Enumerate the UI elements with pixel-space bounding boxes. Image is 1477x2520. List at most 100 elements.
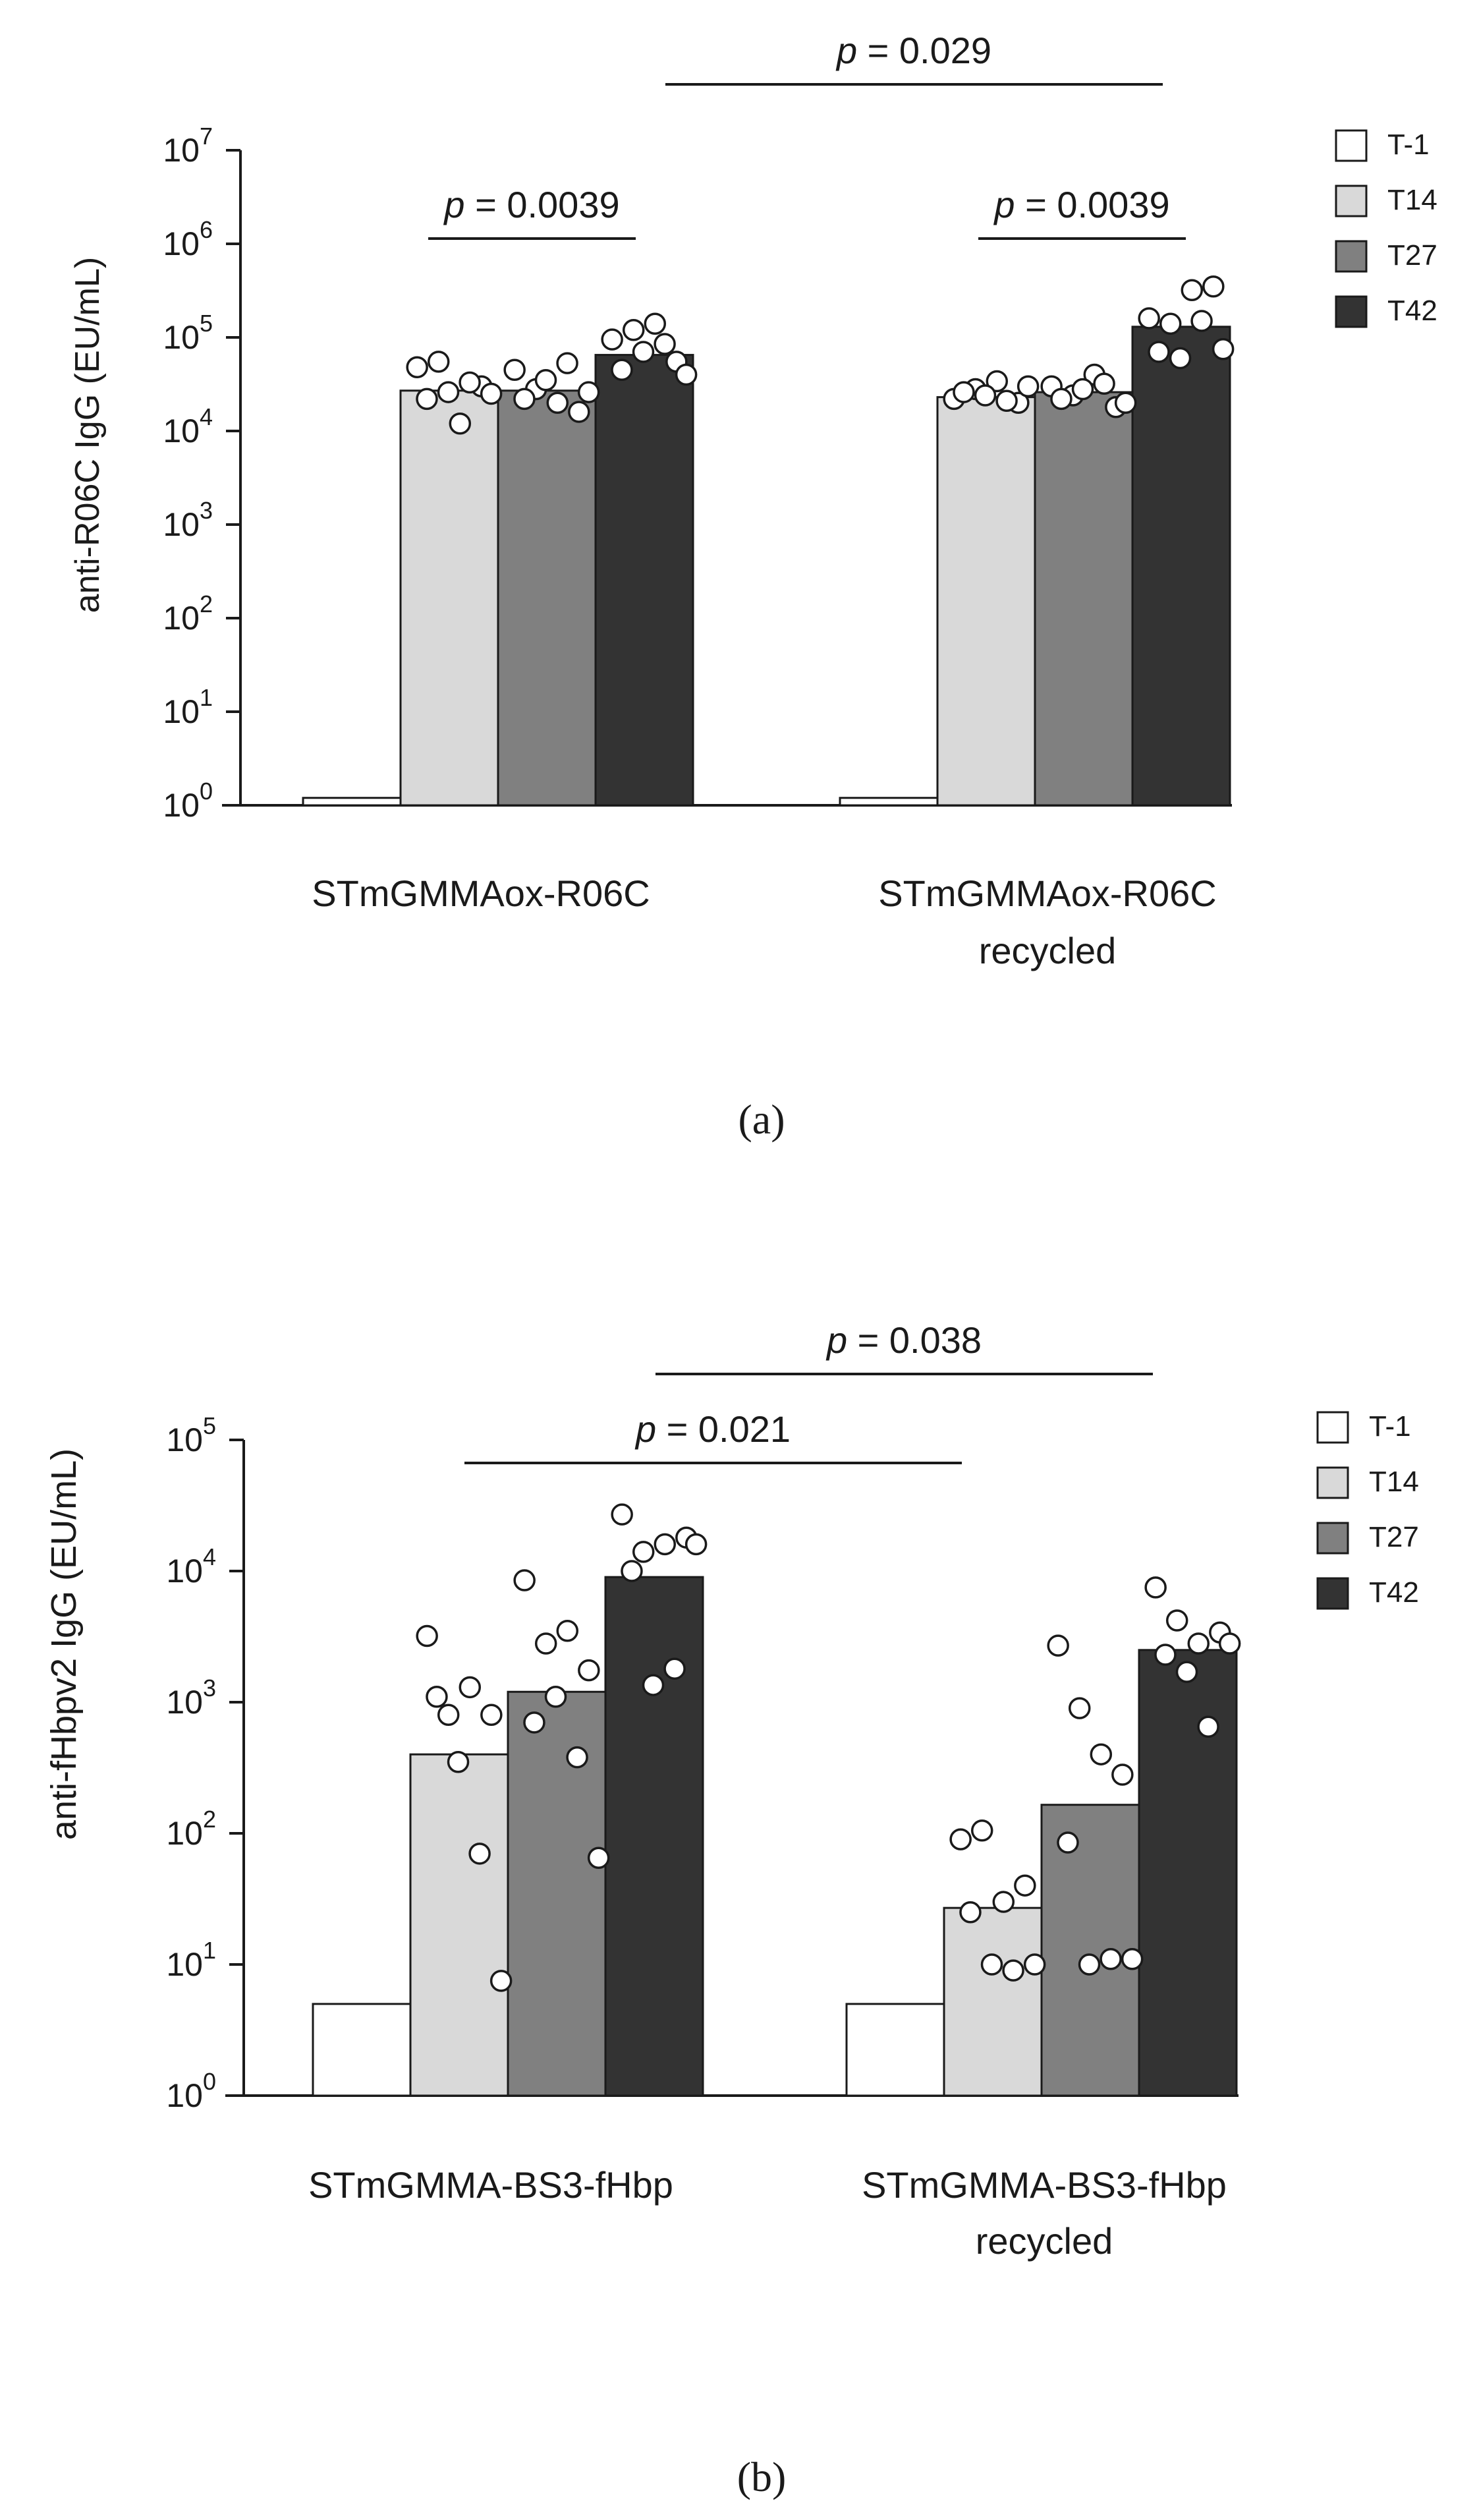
panel-b-data-point-t42 [1154, 1644, 1177, 1666]
panel-b-data-point-t14 [1023, 1953, 1046, 1976]
panel-a-data-point-t27 [503, 358, 526, 381]
panel-b-group-label-2-line-2: recycled [976, 2220, 1113, 2262]
panel-b-data-point-t42 [1144, 1576, 1167, 1599]
panel-b-data-point-t14 [468, 1843, 491, 1865]
panel-b-bar-t42-group-1 [604, 1576, 704, 2097]
panel-a-bar-t42-group-1 [594, 354, 694, 807]
panel-b-data-point-t27 [544, 1686, 567, 1708]
panel-a-data-point-t42 [1181, 279, 1204, 302]
panel-a-bar-t14-group-1 [399, 389, 499, 807]
panel-b-y-tick-label: 100 [166, 2068, 216, 2114]
panel-b-bar-t42-group-2 [1138, 1649, 1238, 2097]
panel-a-data-point-t14 [480, 382, 503, 405]
panel-b-y-tick-label: 104 [166, 1543, 216, 1589]
panel-a-data-point-t42 [1159, 312, 1182, 335]
panel-b-data-point-t42 [621, 1560, 643, 1582]
panel-b-caption: (b) [737, 2453, 787, 2500]
panel-a-data-point-t27 [577, 381, 600, 403]
panel-b-bar-t-1-group-2 [845, 2003, 945, 2097]
panel-a-p-value-1: p = 0.0039 [443, 184, 619, 225]
panel-b-group-label-1: STmGMMA-BS3-fHbp [308, 2164, 673, 2206]
panel-b-data-point-t27 [523, 1711, 545, 1734]
panel-a-y-tick-label: 102 [163, 590, 213, 637]
panel-b-data-point-t27 [1121, 1948, 1144, 1970]
panel-b-data-point-t27 [1111, 1763, 1134, 1786]
panel-a-legend-label-t27: T27 [1387, 239, 1437, 272]
panel-b-data-point-t27 [534, 1632, 557, 1655]
panel-b-bar-t14-group-1 [409, 1753, 509, 2097]
panel-a-data-point-t14 [459, 371, 481, 394]
panel-a-bar-t42-group-2 [1131, 326, 1231, 807]
panel-a-group-label-1: STmGMMAox-R06C [312, 873, 650, 914]
panel-a-p-value-2: p = 0.0039 [993, 184, 1169, 225]
panel-a-y-tick-label: 107 [163, 123, 213, 169]
panel-b-group-label-2-line-1: STmGMMA-BS3-fHbp [862, 2164, 1227, 2206]
panel-a-bar-t-1-group-2 [839, 797, 939, 807]
panel-a-legend-label-t-1: T-1 [1387, 129, 1430, 161]
panel-b-data-point-t14 [1002, 1959, 1024, 1982]
panel-a-legend-label-t14: T14 [1387, 184, 1437, 216]
panel-b-data-point-t42 [684, 1533, 708, 1556]
panel-a-bar-t27-group-1 [497, 389, 597, 807]
panel-b-data-point-t42 [642, 1674, 665, 1696]
panel-a-data-point-t42 [1202, 275, 1225, 298]
panel-b-data-point-t27 [556, 1619, 579, 1642]
panel-b-y-tick-label: 103 [166, 1675, 216, 1721]
panel-b-data-point-t42 [1175, 1661, 1198, 1683]
panel-a-bar-t14-group-2 [936, 396, 1036, 807]
panel-b-data-point-t14 [992, 1891, 1015, 1913]
panel-a-y-tick-label: 106 [163, 216, 213, 262]
panel-b-p-value-1: p = 0.021 [634, 1408, 791, 1450]
panel-a-y-axis-label: anti-R06C IgG (EU/mL) [69, 257, 107, 613]
panel-b-data-point-t14 [980, 1953, 1003, 1976]
panel-b-data-point-t14 [416, 1624, 438, 1647]
panel-b-bar-t27-group-1 [507, 1690, 607, 2097]
panel-a-bar-t-1-group-1 [302, 797, 402, 807]
panel-b-data-point-t14 [959, 1901, 982, 1924]
panel-b-legend-swatch-t42 [1316, 1577, 1349, 1610]
panel-b-chart: 100 101 102 103 104 105 p = 0.021 p = 0.038 T-… [44, 1319, 1419, 2500]
panel-a-data-point-t14 [427, 351, 450, 373]
panel-a-data-point-t27 [1050, 387, 1073, 411]
panel-b-data-point-t27 [578, 1659, 600, 1682]
panel-b-data-point-t14 [1014, 1874, 1036, 1897]
panel-a-data-point-t14 [995, 389, 1018, 412]
panel-b-data-point-t14 [949, 1828, 972, 1850]
panel-a-data-point-t27 [1114, 391, 1137, 415]
panel-b-data-point-t14 [970, 1819, 993, 1842]
panel-b-bar-t27-group-2 [1040, 1804, 1140, 2097]
panel-b-legend-label-t27: T27 [1369, 1521, 1419, 1553]
panel-b-y-axis-label: anti-fHbpv2 IgG (EU/mL) [44, 1448, 84, 1840]
panel-b-bar-t-1-group-1 [312, 2003, 412, 2097]
panel-a-data-point-t42 [1212, 337, 1235, 360]
panel-a-y-tick-label: 105 [163, 310, 213, 356]
panel-a-bar-t27-group-2 [1034, 391, 1134, 807]
panel-a-group-label-2-line-2: recycled [979, 930, 1117, 971]
panel-b-data-point-t27 [1078, 1953, 1101, 1976]
panel-a-legend-swatch-t42 [1335, 295, 1368, 328]
panel-b-data-point-t14 [459, 1676, 482, 1699]
panel-a-data-point-t27 [534, 368, 557, 391]
panel-a-data-point-t14 [974, 384, 997, 407]
panel-b-data-point-t27 [513, 1569, 536, 1591]
panel-b-y-tick-label: 102 [166, 1806, 216, 1852]
panel-b-data-point-t42 [1187, 1632, 1210, 1655]
panel-a-data-point-t14 [437, 381, 460, 403]
panel-a-y-tick-label: 103 [163, 497, 213, 543]
panel-b-y-tick-label: 101 [166, 1937, 216, 1983]
panel-a-data-point-t42 [675, 363, 698, 386]
panel-a-data-point-t14 [986, 370, 1009, 393]
panel-a-group-label-2-line-1: STmGMMAox-R06C [878, 873, 1216, 914]
panel-a-legend-swatch-t27 [1335, 240, 1368, 273]
panel-a-data-point-t42 [632, 341, 655, 363]
panel-a-legend-label-t42: T42 [1387, 295, 1437, 327]
panel-a-caption: (a) [738, 1096, 785, 1143]
panel-a-y-tick-label: 101 [163, 684, 213, 730]
panel-a-chart: 100 101 102 103 104 105 106 107 p = 0.0039 p = 0… [69, 30, 1437, 1143]
panel-b-legend-swatch-t27 [1316, 1522, 1349, 1555]
panel-b-data-point-t42 [632, 1541, 655, 1563]
panel-a-data-point-t27 [556, 352, 578, 374]
panel-b-data-point-t27 [1057, 1831, 1079, 1854]
panel-b-y-tick-label: 105 [166, 1412, 216, 1458]
